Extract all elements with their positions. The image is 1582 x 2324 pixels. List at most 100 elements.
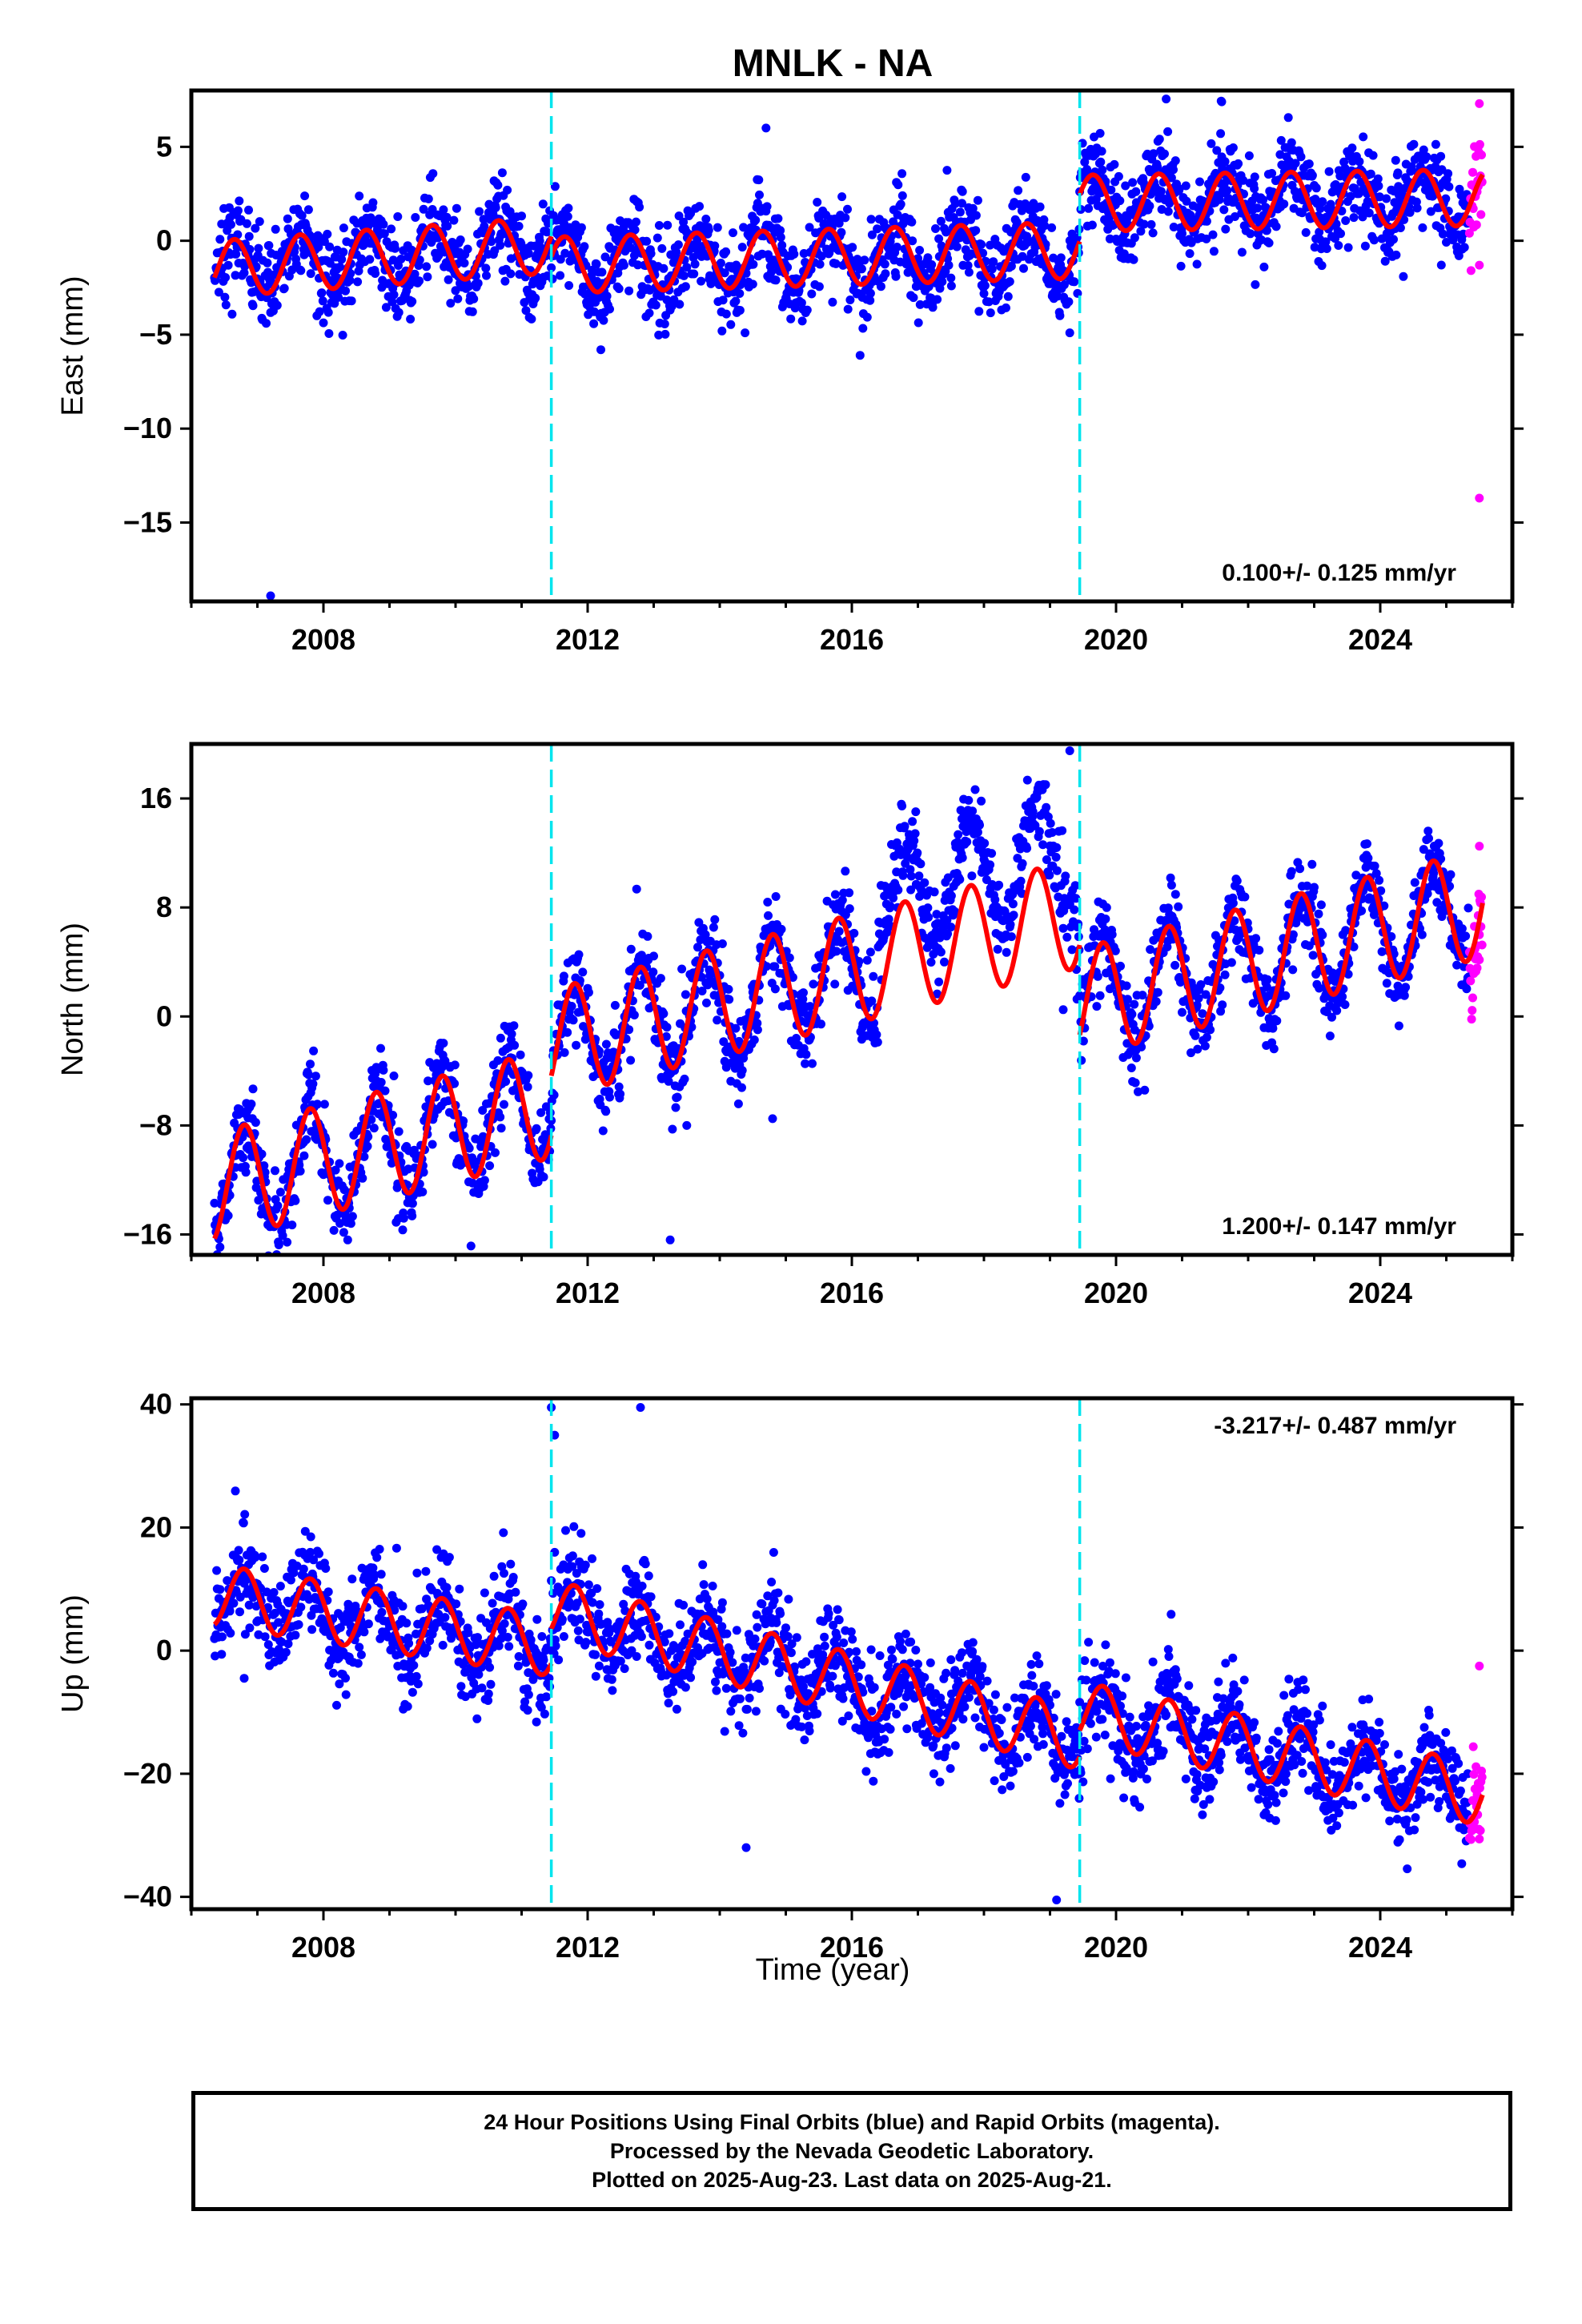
final-orbit-point bbox=[1166, 880, 1176, 890]
final-orbit-point bbox=[619, 260, 628, 270]
final-orbit-point bbox=[967, 871, 977, 881]
final-orbit-point bbox=[1307, 859, 1317, 869]
final-orbit-point bbox=[735, 306, 745, 315]
final-orbit-point bbox=[1373, 174, 1383, 183]
final-orbit-point bbox=[263, 258, 272, 267]
final-orbit-point bbox=[789, 249, 799, 259]
final-orbit-point bbox=[389, 1072, 399, 1080]
final-orbit-point bbox=[233, 206, 243, 215]
final-orbit-point bbox=[626, 944, 636, 954]
final-orbit-point bbox=[317, 288, 327, 298]
final-orbit-point bbox=[777, 240, 787, 250]
final-orbit-point bbox=[390, 243, 400, 253]
final-orbit-point bbox=[396, 255, 406, 263]
final-orbit-point bbox=[452, 1599, 461, 1609]
final-orbit-point bbox=[1146, 219, 1156, 229]
final-orbit-point bbox=[731, 1023, 741, 1033]
final-orbit-point bbox=[331, 1165, 340, 1175]
final-orbit-point bbox=[695, 202, 705, 211]
rapid-orbit-point bbox=[1467, 1015, 1476, 1024]
final-orbit-point bbox=[830, 890, 840, 899]
final-orbit-point bbox=[258, 1552, 267, 1562]
final-orbit-point bbox=[1115, 196, 1125, 206]
final-orbit-point bbox=[1389, 235, 1398, 244]
final-orbit-point bbox=[608, 1047, 618, 1057]
final-orbit-point bbox=[1139, 219, 1149, 229]
final-orbit-point bbox=[1318, 197, 1327, 207]
final-orbit-point bbox=[600, 252, 610, 262]
final-orbit-point bbox=[254, 243, 263, 253]
final-orbit-point bbox=[335, 1679, 344, 1689]
x-tick-label: 2012 bbox=[556, 1277, 620, 1309]
final-orbit-point bbox=[231, 1486, 240, 1496]
final-orbit-point bbox=[235, 196, 244, 206]
final-orbit-point bbox=[1343, 243, 1353, 252]
final-orbit-point bbox=[923, 253, 933, 263]
final-orbit-point bbox=[1153, 987, 1162, 997]
final-orbit-point bbox=[1131, 1053, 1141, 1063]
final-orbit-point bbox=[931, 224, 940, 233]
final-orbit-point bbox=[1040, 221, 1050, 231]
final-orbit-point bbox=[892, 867, 901, 877]
final-orbit-point bbox=[469, 294, 479, 304]
final-orbit-point bbox=[239, 268, 249, 278]
final-orbit-point bbox=[337, 255, 347, 264]
final-orbit-point bbox=[915, 246, 925, 255]
outlier-point bbox=[1475, 842, 1484, 851]
final-orbit-point bbox=[479, 215, 488, 224]
final-orbit-point bbox=[464, 1144, 474, 1153]
final-orbit-point bbox=[281, 1647, 291, 1657]
final-orbit-point bbox=[274, 1240, 283, 1249]
final-orbit-point bbox=[1192, 259, 1202, 269]
final-orbit-point bbox=[278, 1231, 287, 1240]
final-orbit-point bbox=[421, 1566, 431, 1576]
final-orbit-point bbox=[363, 1132, 373, 1141]
final-orbit-point bbox=[424, 194, 433, 203]
final-orbit-point bbox=[643, 931, 652, 941]
final-orbit-point bbox=[944, 260, 954, 270]
final-orbit-point bbox=[425, 1636, 435, 1646]
final-orbit-point bbox=[453, 294, 463, 304]
final-orbit-point bbox=[324, 329, 334, 338]
final-orbit-point bbox=[681, 990, 690, 999]
final-orbit-point bbox=[323, 1196, 332, 1205]
plot-area bbox=[210, 746, 1487, 1255]
final-orbit-point bbox=[574, 950, 584, 959]
final-orbit-point bbox=[263, 1602, 273, 1612]
final-orbit-point bbox=[858, 324, 868, 333]
final-orbit-point bbox=[275, 1582, 285, 1591]
final-orbit-point bbox=[1102, 903, 1111, 912]
final-orbit-point bbox=[889, 217, 898, 227]
final-orbit-point bbox=[1264, 238, 1274, 247]
final-orbit-point bbox=[672, 247, 681, 257]
final-orbit-point bbox=[1016, 876, 1026, 886]
final-orbit-point bbox=[312, 1100, 322, 1109]
final-orbit-point bbox=[1428, 191, 1438, 200]
final-orbit-point bbox=[1316, 900, 1326, 910]
final-orbit-point bbox=[1005, 277, 1014, 287]
final-orbit-point bbox=[979, 289, 989, 299]
final-orbit-point bbox=[913, 848, 922, 858]
rapid-orbit-point bbox=[1475, 139, 1484, 149]
final-orbit-point bbox=[1301, 227, 1311, 237]
final-orbit-point bbox=[572, 1040, 581, 1050]
final-orbit-point bbox=[896, 199, 905, 209]
final-orbit-point bbox=[245, 244, 255, 254]
final-orbit-point bbox=[480, 1176, 489, 1185]
final-orbit-point bbox=[831, 259, 841, 268]
final-orbit-point bbox=[1059, 280, 1069, 290]
final-orbit-point bbox=[940, 957, 949, 967]
final-orbit-point bbox=[973, 827, 982, 837]
final-orbit-point bbox=[661, 329, 670, 339]
final-orbit-point bbox=[451, 286, 460, 296]
final-orbit-point bbox=[248, 1084, 258, 1094]
final-orbit-point bbox=[497, 168, 507, 178]
final-orbit-point bbox=[652, 233, 662, 243]
final-orbit-point bbox=[251, 1553, 260, 1562]
final-orbit-point bbox=[1382, 194, 1391, 203]
final-orbit-point bbox=[814, 213, 824, 223]
final-orbit-point bbox=[1095, 991, 1105, 1000]
final-orbit-point bbox=[1104, 214, 1114, 223]
final-orbit-point bbox=[532, 1124, 541, 1133]
final-orbit-point bbox=[491, 203, 500, 212]
